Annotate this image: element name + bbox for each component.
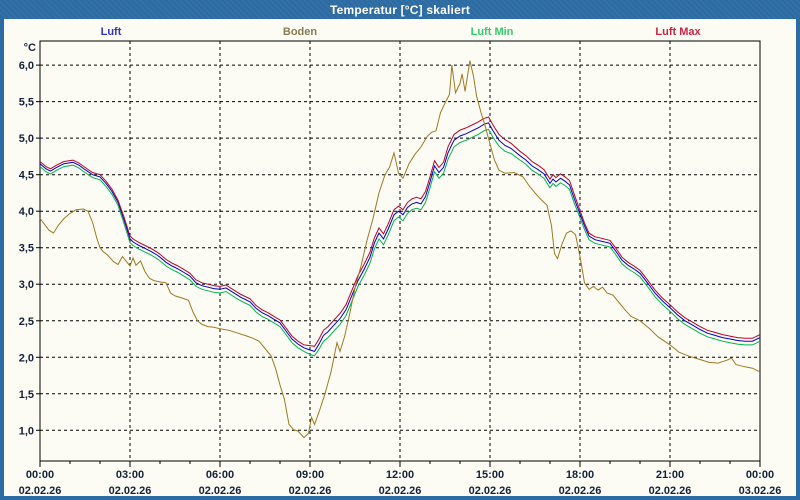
svg-text:00:00: 00:00 [26, 469, 54, 481]
svg-text:02.02.26: 02.02.26 [559, 485, 602, 497]
chart-area: Luft Boden Luft Min Luft Max 6,0 5,5 5,0 4,… [4, 19, 796, 497]
svg-text:15:00: 15:00 [476, 469, 504, 481]
series-luft-min-line [39, 128, 761, 357]
svg-text:02.02.26: 02.02.26 [109, 485, 152, 497]
window-title: Temperatur [°C] skaliert [329, 2, 471, 17]
svg-text:03.02.26: 03.02.26 [739, 485, 782, 497]
series-luft-line [39, 122, 761, 352]
svg-text:02.02.26: 02.02.26 [469, 485, 512, 497]
svg-text:4,0: 4,0 [19, 206, 34, 218]
svg-text:02.02.26: 02.02.26 [289, 485, 332, 497]
svg-text:02.02.26: 02.02.26 [199, 485, 242, 497]
svg-text:2,5: 2,5 [19, 316, 34, 328]
svg-text:3,0: 3,0 [19, 279, 34, 291]
svg-text:5,0: 5,0 [19, 133, 34, 145]
svg-text:6,0: 6,0 [19, 60, 34, 72]
svg-text:5,5: 5,5 [19, 97, 34, 109]
window-titlebar: Temperatur [°C] skaliert [0, 0, 800, 19]
series-boden-line [39, 60, 761, 439]
svg-text:03:00: 03:00 [116, 469, 144, 481]
svg-text:1,5: 1,5 [19, 389, 34, 401]
svg-text:06:00: 06:00 [206, 469, 234, 481]
svg-text:2,0: 2,0 [19, 352, 34, 364]
svg-text:02.02.26: 02.02.26 [19, 485, 62, 497]
svg-text:02.02.26: 02.02.26 [649, 485, 692, 497]
svg-text:°C: °C [24, 42, 36, 54]
svg-text:1,0: 1,0 [19, 425, 34, 437]
series-luft-max-line [39, 116, 761, 347]
legend-item-luft-min: Luft Min [470, 26, 514, 38]
svg-text:09:00: 09:00 [296, 469, 324, 481]
svg-text:12:00: 12:00 [386, 469, 414, 481]
svg-text:18:00: 18:00 [566, 469, 594, 481]
svg-text:4,5: 4,5 [19, 170, 34, 182]
svg-text:00:00: 00:00 [746, 469, 774, 481]
legend-item-boden: Boden [282, 26, 318, 38]
legend-item-luft: Luft [100, 26, 122, 38]
svg-text:3,5: 3,5 [19, 243, 34, 255]
legend-item-luft-max: Luft Max [655, 26, 701, 38]
svg-text:02.02.26: 02.02.26 [379, 485, 422, 497]
svg-text:21:00: 21:00 [656, 469, 684, 481]
